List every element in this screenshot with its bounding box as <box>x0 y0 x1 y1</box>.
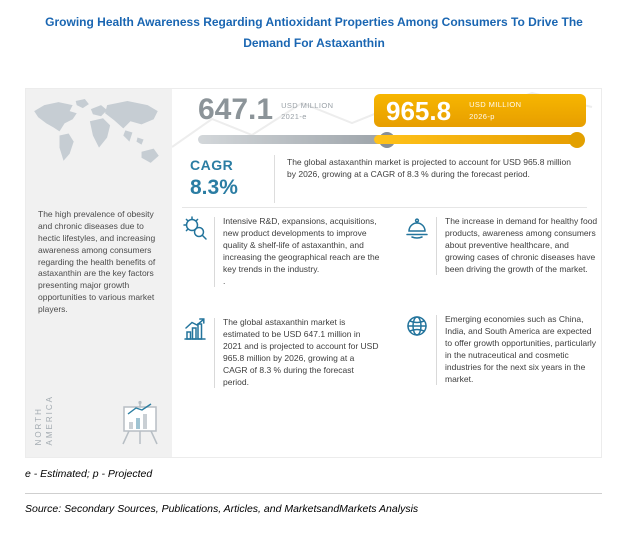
insight-divider <box>436 315 437 386</box>
world-map-graphic <box>34 99 159 163</box>
projected-value-bar <box>374 131 585 148</box>
insight-emerging-economies: Emerging economies such as China, India,… <box>404 313 600 386</box>
cagr-value: 8.3% <box>190 176 238 199</box>
insight-text: Emerging economies such as China, India,… <box>445 314 597 385</box>
current-year-label: 2021-e <box>281 112 307 122</box>
projected-year-label: 2026-p <box>469 111 495 121</box>
cagr-section: CAGR 8.3% The global astaxanthin market … <box>172 153 595 203</box>
cagr-divider <box>274 155 275 203</box>
current-value-bar <box>198 131 395 148</box>
healthy-food-icon <box>404 215 434 275</box>
insight-divider <box>214 217 215 288</box>
projected-unit: USD MILLION 2026-p <box>469 99 521 122</box>
insight-divider <box>214 318 215 389</box>
insight-divider <box>436 217 437 276</box>
region-label-line1: NORTH <box>34 406 43 445</box>
insight-demand-drivers: The increase in demand for healthy food … <box>404 215 600 276</box>
insight-text: Intensive R&D, expansions, acquisitions,… <box>223 216 380 287</box>
current-unit-label: USD MILLION <box>281 101 334 110</box>
presentation-chart-icon <box>118 399 162 447</box>
research-gear-icon <box>182 215 212 287</box>
region-panel: The high prevalence of obesity and chron… <box>26 89 172 457</box>
estimate-note: e - Estimated; p - Projected <box>25 468 153 480</box>
region-insight-text: The high prevalence of obesity and chron… <box>38 209 156 315</box>
market-stats-area: 647.1 USD MILLION 2021-e 965.8 USD MILLI… <box>172 89 601 457</box>
insight-market-size: The global astaxanthin market is estimat… <box>182 316 380 389</box>
insight-trends: Intensive R&D, expansions, acquisitions,… <box>182 215 380 288</box>
globe-icon <box>404 313 434 385</box>
insight-text: The increase in demand for healthy food … <box>445 216 598 275</box>
projected-value: 965.8 <box>386 95 452 126</box>
cagr-summary-text: The global astaxanthin market is project… <box>287 157 571 180</box>
insights-grid: Intensive R&D, expansions, acquisitions,… <box>182 215 597 453</box>
infographic-panel: The high prevalence of obesity and chron… <box>25 88 602 458</box>
projected-unit-label: USD MILLION <box>469 100 522 110</box>
region-label: NORTH AMERICA <box>34 395 54 445</box>
projected-bar-endpoint <box>569 131 585 148</box>
insight-text-suffix: . <box>223 276 226 287</box>
growth-chart-icon <box>182 316 212 388</box>
page-title: Growing Health Awareness Regarding Antio… <box>45 15 583 50</box>
source-attribution: Source: Secondary Sources, Publications,… <box>25 503 419 515</box>
current-unit: USD MILLION 2021-e <box>281 100 333 123</box>
section-divider <box>182 207 587 208</box>
current-value: 647.1 <box>198 93 274 126</box>
insight-text: The global astaxanthin market is estimat… <box>223 317 379 388</box>
projected-market-value: 965.8 USD MILLION 2026-p <box>374 94 586 127</box>
world-map <box>28 97 170 176</box>
current-market-value: 647.1 USD MILLION 2021-e <box>198 93 333 126</box>
cagr-figure: CAGR 8.3% <box>172 153 274 200</box>
footer-divider <box>25 493 602 494</box>
cagr-label: CAGR <box>190 157 234 173</box>
region-label-line2: AMERICA <box>45 394 54 445</box>
